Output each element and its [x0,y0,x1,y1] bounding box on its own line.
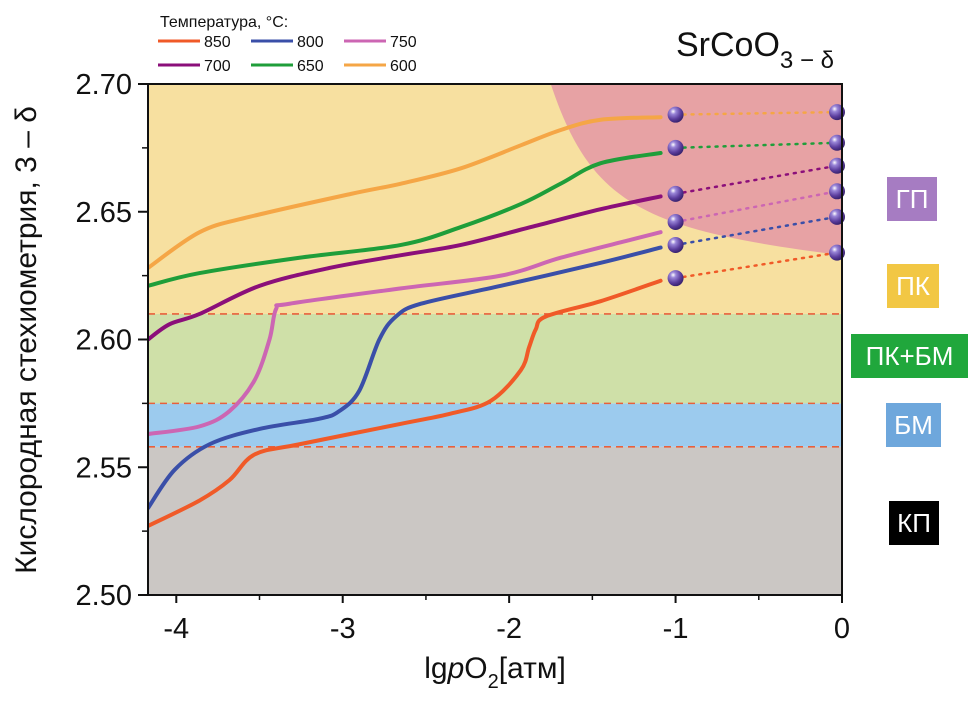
marker-750-0 [667,213,684,230]
series-line-600 [148,115,663,270]
connector-700 [674,164,839,196]
series-line-850 [148,278,663,529]
marker-600-0 [667,106,684,123]
y-tick-label: 2.60 [76,325,132,357]
legend-label-850: 850 [204,34,231,51]
y-tick-label: 2.65 [76,197,132,229]
x-tick-label: 0 [834,613,850,645]
gp-region [550,84,842,256]
axes: -4 -3 -2 -1 0 2.50 2.55 2.60 2.65 2.70 [76,69,851,645]
y-tick-label: 2.70 [76,69,132,101]
legend-title: Температура, °C: [160,14,288,31]
legend: Температура, °C: 850 800 750 700 650 600 [158,14,417,75]
legend-label-700: 700 [204,58,231,75]
x-axis-title: lgpO2[атм] [424,652,566,693]
series-lines [148,115,663,529]
y-tick-label: 2.50 [76,580,132,612]
connector-850 [674,251,839,280]
connector-650 [674,141,839,150]
legend-label-650: 650 [297,58,324,75]
marker-700-0 [667,185,684,202]
band-boundaries [148,313,842,448]
x-tick-label: -3 [330,613,356,645]
series-line-800 [148,245,663,511]
marker-650-0 [667,139,684,156]
band-2 [148,313,842,404]
phase-label-3: БМ [886,403,941,447]
connector-600 [674,110,839,116]
x-tick-label: -2 [496,613,522,645]
chart-title: SrCoO3 − δ [676,26,834,74]
marker-850-0 [667,270,684,287]
x-tick-label: -1 [663,613,689,645]
phase-label-4: КП [889,501,939,545]
phase-label-1: ПК [887,264,939,308]
band-0 [148,446,842,595]
phase-label-0: ГП [887,177,937,221]
series-line-750 [148,230,663,437]
connector-750 [674,190,839,224]
y-tick-label: 2.55 [76,452,132,484]
marker-connectors [674,110,839,280]
connector-800 [674,215,839,247]
phase-label-2: ПК+БМ [851,334,968,378]
series-line-650 [148,150,663,288]
y-axis-title: Кислородная стехиометрия, 3 – δ [10,106,43,574]
marker-800-0 [667,236,684,253]
band-1 [148,403,842,447]
legend-label-750: 750 [390,34,417,51]
legend-label-800: 800 [297,34,324,51]
series-line-700 [148,194,663,342]
x-tick-label: -4 [163,613,189,645]
legend-label-600: 600 [390,58,417,75]
